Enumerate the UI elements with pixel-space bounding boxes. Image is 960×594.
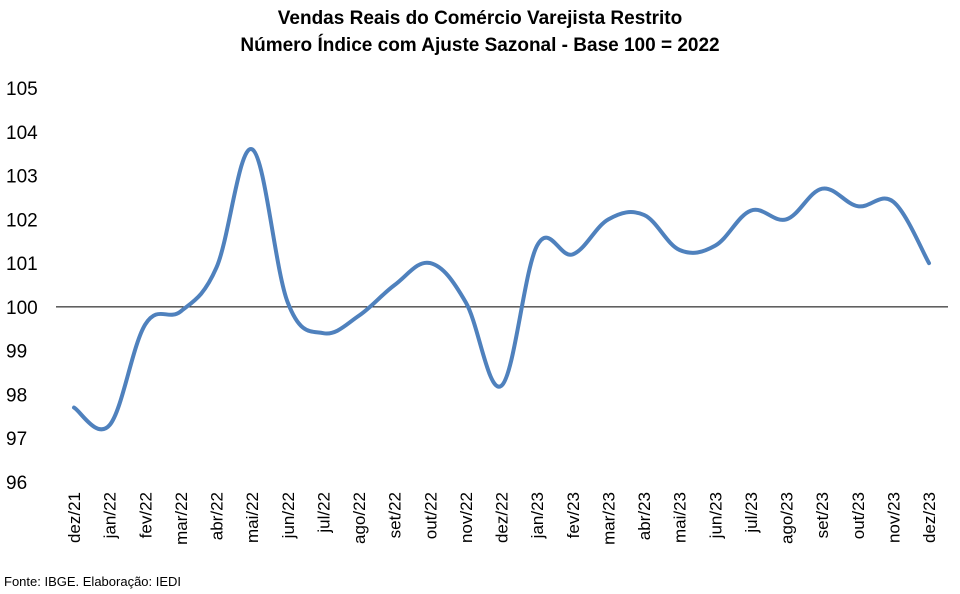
x-tick-label: mai/22 (243, 492, 262, 543)
x-tick-label: jun/22 (279, 492, 298, 539)
data-point-abr-23 (642, 213, 646, 217)
x-tick-label: fev/22 (136, 492, 155, 538)
y-tick-label: 101 (6, 254, 38, 275)
chart-subtitle: Número Índice com Ajuste Sazonal - Base … (240, 35, 720, 56)
x-tick-label: dez/23 (920, 492, 939, 543)
data-point-fev-23 (571, 252, 575, 256)
x-axis: dez/21 jan/22 fev/22 mar/22 abr/22 mai/22 jun/… (65, 492, 939, 545)
data-point-nov-22 (464, 301, 468, 305)
y-tick-label: 103 (6, 167, 38, 188)
x-tick-label: set/22 (386, 492, 405, 538)
x-tick-label: fev/23 (564, 492, 583, 538)
x-tick-label: ago/23 (778, 492, 797, 544)
y-tick-label: 100 (6, 298, 38, 319)
y-tick-label: 102 (6, 210, 38, 231)
data-point-jul-22 (321, 331, 325, 335)
y-axis: 105 104 103 102 101 100 99 98 97 96 (6, 79, 38, 494)
x-tick-label: mar/22 (172, 492, 191, 545)
x-tick-label: jul/22 (314, 492, 333, 534)
y-tick-label: 98 (6, 385, 27, 406)
data-point-jun-23 (713, 244, 717, 248)
data-point-jan-23 (535, 244, 539, 248)
data-point-dez-21 (72, 406, 76, 410)
data-points (72, 147, 931, 427)
data-point-set-22 (393, 283, 397, 287)
x-tick-label: nov/23 (884, 492, 903, 543)
x-tick-label: set/23 (813, 492, 832, 538)
data-point-ago-22 (357, 314, 361, 318)
data-point-mar-23 (606, 217, 610, 221)
data-point-ago-23 (785, 217, 789, 221)
source-note: Fonte: IBGE. Elaboração: IEDI (4, 574, 182, 589)
x-tick-label: ago/22 (350, 492, 369, 544)
data-point-abr-22 (215, 265, 219, 269)
x-tick-label: dez/21 (65, 492, 84, 543)
data-point-mai-22 (250, 147, 254, 151)
data-point-jun-22 (286, 301, 290, 305)
x-tick-label: abr/22 (208, 492, 227, 540)
data-point-fev-22 (143, 322, 147, 326)
data-point-jan-22 (108, 423, 112, 427)
x-tick-label: jan/23 (528, 492, 547, 539)
y-tick-label: 105 (6, 79, 38, 100)
data-point-dez-23 (927, 261, 931, 265)
data-point-jul-23 (749, 209, 753, 213)
data-point-set-23 (820, 187, 824, 191)
y-tick-label: 96 (6, 473, 27, 494)
series-line (72, 147, 931, 432)
data-point-mai-23 (678, 248, 682, 252)
x-tick-label: abr/23 (635, 492, 654, 540)
data-point-out-23 (856, 204, 860, 208)
data-point-out-22 (428, 261, 432, 265)
x-tick-label: jan/22 (101, 492, 120, 539)
data-point-dez-22 (500, 384, 504, 388)
y-tick-label: 97 (6, 429, 27, 450)
x-tick-label: out/23 (849, 492, 868, 539)
x-tick-label: jun/23 (706, 492, 725, 539)
y-tick-label: 99 (6, 342, 27, 363)
x-tick-label: mai/23 (671, 492, 690, 543)
x-tick-label: dez/22 (493, 492, 512, 543)
x-tick-label: mar/23 (599, 492, 618, 545)
data-point-mar-22 (179, 309, 183, 313)
y-tick-label: 104 (6, 123, 38, 144)
x-tick-label: nov/22 (457, 492, 476, 543)
x-tick-label: jul/23 (742, 492, 761, 534)
data-point-nov-23 (891, 200, 895, 204)
x-tick-label: out/22 (421, 492, 440, 539)
chart-title: Vendas Reais do Comércio Varejista Restr… (277, 8, 683, 29)
